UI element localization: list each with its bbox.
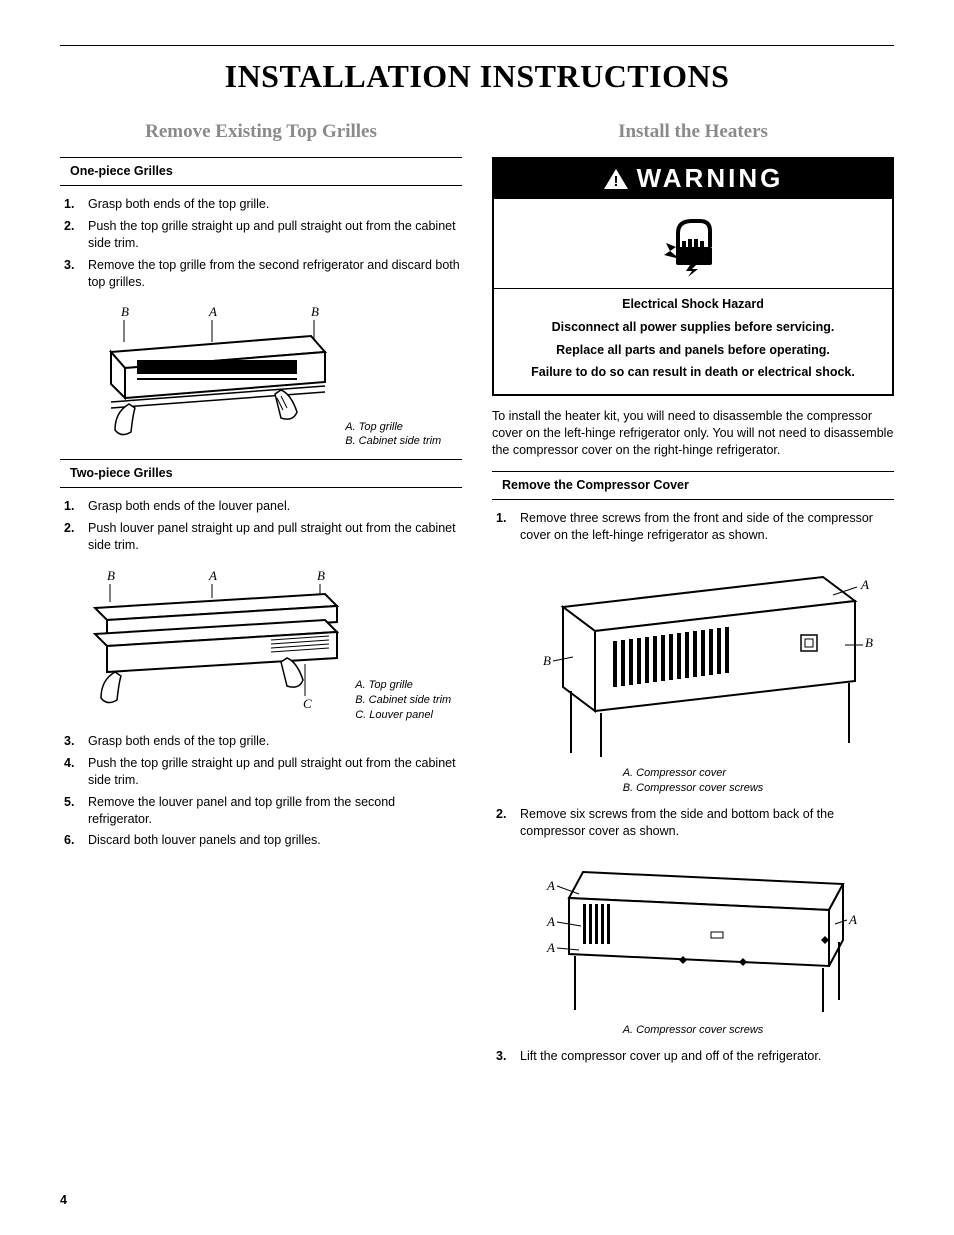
caption-line: B. Cabinet side trim (355, 693, 451, 708)
caption-line: B. Compressor cover screws (623, 781, 764, 796)
subhead-remove-compressor: Remove the Compressor Cover (492, 471, 894, 500)
step-item: Push the top grille straight up and pull… (60, 218, 462, 252)
step-item: Discard both louver panels and top grill… (60, 832, 462, 849)
fig-label: B (317, 568, 325, 583)
caption-line: A. Top grille (355, 678, 451, 693)
figure-compressor-front: A B B A. Compressor cover B. Compressor … (492, 557, 894, 796)
hazard-line: Failure to do so can result in death or … (504, 363, 882, 382)
step-item: Push louver panel straight up and pull s… (60, 520, 462, 554)
step-item: Remove six screws from the side and bott… (492, 806, 894, 840)
page-title: INSTALLATION INSTRUCTIONS (60, 58, 894, 95)
top-rule (60, 45, 894, 46)
step-item: Push the top grille straight up and pull… (60, 755, 462, 789)
fig-label: A (860, 577, 869, 592)
step-item: Lift the compressor cover up and off of … (492, 1048, 894, 1065)
fig-label: C (303, 696, 312, 711)
subhead-two-piece-text: Two-piece Grilles (70, 466, 173, 480)
warning-header: ! WARNING (494, 159, 892, 199)
figure-compressor-back: A A A A A. Compressor cover screws (492, 854, 894, 1038)
subhead-one-piece-text: One-piece Grilles (70, 164, 173, 178)
caption-line: B. Cabinet side trim (345, 434, 441, 449)
fig-label: B (865, 635, 873, 650)
steps-compressor-a: Remove three screws from the front and s… (492, 510, 894, 544)
fig-label: A (546, 914, 555, 929)
figure-caption: A. Compressor cover B. Compressor cover … (623, 766, 764, 796)
fig-label: B (121, 304, 129, 319)
fig-two-piece-svg: B A B (71, 568, 351, 718)
step-item: Grasp both ends of the top grille. (60, 196, 462, 213)
hazard-line: Disconnect all power supplies before ser… (504, 318, 882, 337)
columns: Remove Existing Top Grilles One-piece Gr… (60, 121, 894, 1079)
warning-triangle-icon: ! (603, 168, 629, 190)
step-item: Remove the louver panel and top grille f… (60, 794, 462, 828)
fig-one-piece-svg: B A B (81, 304, 341, 444)
left-column: Remove Existing Top Grilles One-piece Gr… (60, 121, 462, 1079)
figure-two-piece: B A B (60, 568, 462, 723)
right-column: Install the Heaters ! WARNING (492, 121, 894, 1079)
figure-one-piece: B A B A. Top grill (60, 304, 462, 449)
subhead-remove-compressor-text: Remove the Compressor Cover (502, 478, 689, 492)
figure-caption: A. Compressor cover screws (492, 1023, 894, 1038)
fig-label: A (546, 940, 555, 955)
warning-body: Electrical Shock Hazard Disconnect all p… (494, 289, 892, 394)
hazard-title: Electrical Shock Hazard (504, 295, 882, 314)
steps-two-piece-b: Grasp both ends of the top grille. Push … (60, 733, 462, 849)
section-title-install-heaters: Install the Heaters (492, 121, 894, 143)
fig-label: A (546, 878, 555, 893)
caption-line: C. Louver panel (355, 708, 451, 723)
subhead-two-piece: Two-piece Grilles (60, 459, 462, 488)
fig-label: A (208, 304, 217, 319)
shock-hazard-icon (658, 207, 728, 277)
step-item: Remove three screws from the front and s… (492, 510, 894, 544)
step-item: Grasp both ends of the louver panel. (60, 498, 462, 515)
fig-label: A (208, 568, 217, 583)
section-title-remove-grilles: Remove Existing Top Grilles (60, 121, 462, 143)
step-item: Grasp both ends of the top grille. (60, 733, 462, 750)
fig-label: A (848, 912, 857, 927)
caption-line: A. Compressor cover (623, 766, 764, 781)
page-number: 4 (60, 1193, 67, 1207)
fig-label: B (543, 653, 551, 668)
caption-line: A. Top grille (345, 420, 441, 435)
warning-header-text: WARNING (637, 163, 784, 194)
steps-two-piece-a: Grasp both ends of the louver panel. Pus… (60, 498, 462, 554)
step-item: Remove the top grille from the second re… (60, 257, 462, 291)
figure-caption: A. Top grille B. Cabinet side trim C. Lo… (355, 678, 451, 723)
subhead-one-piece: One-piece Grilles (60, 157, 462, 186)
intro-paragraph: To install the heater kit, you will need… (492, 408, 894, 459)
warning-box: ! WARNING Electrical Shock Hazard (492, 157, 894, 396)
steps-one-piece: Grasp both ends of the top grille. Push … (60, 196, 462, 290)
fig-compressor-front-svg: A B B (513, 557, 873, 757)
svg-text:!: ! (613, 173, 618, 190)
warning-icon-area (494, 199, 892, 288)
steps-compressor-c: Lift the compressor cover up and off of … (492, 1048, 894, 1065)
figure-caption: A. Top grille B. Cabinet side trim (345, 420, 441, 450)
steps-compressor-b: Remove six screws from the side and bott… (492, 806, 894, 840)
hazard-line: Replace all parts and panels before oper… (504, 341, 882, 360)
fig-label: B (311, 304, 319, 319)
fig-label: B (107, 568, 115, 583)
fig-compressor-back-svg: A A A A (523, 854, 863, 1014)
